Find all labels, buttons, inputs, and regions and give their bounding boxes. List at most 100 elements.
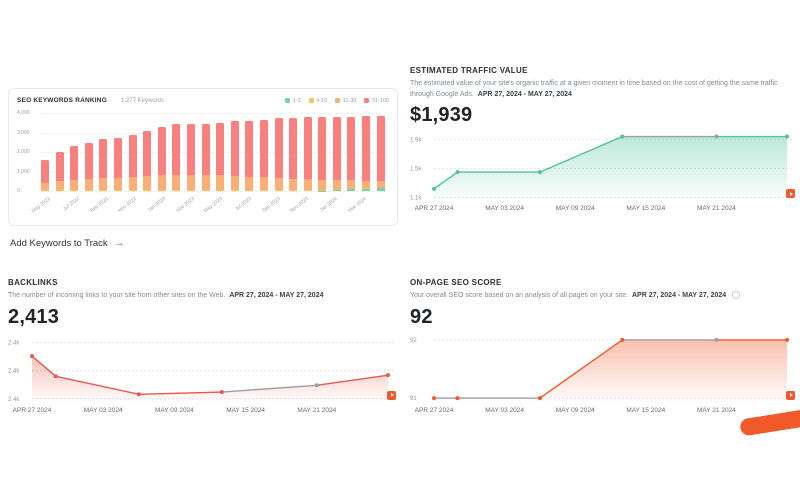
y-tick-label: 1.5k [410, 166, 422, 172]
bar-segment [245, 121, 254, 177]
series-segment [433, 171, 458, 190]
bar-segment [128, 135, 137, 178]
keywords-count: 1,277 Keywords [120, 97, 164, 104]
traffic-panel-title: ESTIMATED TRAFFIC VALUE [410, 66, 528, 75]
y-tick-label: 1.9k [410, 137, 422, 143]
bar-segment [347, 188, 356, 190]
seo-score-value: 92 [410, 305, 433, 328]
y-axis-label: 1,000 [17, 168, 30, 175]
bar [157, 126, 166, 191]
bar-segment [99, 190, 108, 191]
legend-label: 11-30 [342, 97, 357, 104]
x-tick-label: MAY 15 2024 [226, 407, 265, 414]
bar-segment [376, 187, 385, 189]
x-tick-label: APR 27 2024 [415, 205, 454, 212]
bar [99, 139, 108, 191]
bar-segment [157, 189, 166, 191]
play-icon[interactable] [387, 390, 396, 400]
keywords-ranking-chart: 4,000 3,000 2,000 1,000 0 May 2022 Jul 2022 Sep… [17, 110, 389, 215]
data-point [714, 337, 719, 342]
series-segment [221, 384, 317, 393]
bar [376, 116, 385, 191]
bar-segment [376, 188, 385, 191]
bar [318, 117, 327, 191]
bar [143, 130, 152, 191]
bar-segment [332, 117, 341, 181]
play-icon[interactable] [786, 189, 795, 198]
description-text: Your overall SEO score based on an analy… [410, 292, 629, 299]
bar-segment [55, 180, 64, 191]
bar-segment [230, 190, 239, 191]
x-axis-label: Sep 2022 [88, 196, 110, 214]
traffic-panel-description: The estimated value of your site's organ… [410, 79, 795, 100]
gridline [41, 171, 385, 173]
series-segment [316, 373, 389, 386]
seo-chart-wrap: 92 91 APR 27 2024 MAY 03 2024 MAY 09 2024 MAY… [410, 331, 795, 417]
bar-segment [172, 174, 181, 190]
backlinks-panel-title: BACKLINKS [8, 278, 58, 287]
bar-segment [143, 190, 152, 191]
series-segment [539, 338, 623, 399]
x-tick-label: MAY 03 2024 [84, 407, 123, 414]
bar [347, 116, 356, 191]
bar-segment [362, 116, 371, 181]
bar-segment [376, 116, 385, 181]
bar-segment [216, 175, 225, 190]
bar-segment [157, 175, 166, 190]
bar-segment [41, 190, 49, 191]
description-text: The number of incoming links to your sit… [8, 292, 226, 299]
x-axis-label: Jul 2023 [233, 196, 253, 213]
keywords-card-header: SEO KEYWORDS RANKING 1,277 Keywords 1-3 … [17, 97, 389, 104]
bar-segment [216, 190, 225, 191]
legend-label: 1-3 [292, 97, 301, 104]
backlinks-panel-description: The number of incoming links to your sit… [8, 291, 396, 302]
legend-swatch [308, 98, 314, 103]
play-triangle-icon [390, 393, 394, 397]
bar [55, 151, 64, 191]
add-keywords-link[interactable]: Add Keywords to Track → [10, 238, 125, 250]
legend-item-31-100[interactable]: 31-100 [364, 98, 389, 104]
traffic-chart-wrap: 1.9k 1.5k 1.1k APR 27 2024 MAY 03 2024 MAY 09… [410, 129, 795, 215]
legend-label: 4-10 [316, 97, 328, 104]
bar-segment [186, 189, 195, 191]
bar-segment [289, 178, 298, 191]
bar-segment [84, 143, 93, 180]
bar [41, 159, 49, 191]
bar-segment [259, 190, 268, 191]
bar-segment [303, 190, 312, 191]
traffic-chart: 1.9k 1.5k 1.1k APR 27 2024 MAY 03 2024 MAY 09… [410, 129, 795, 220]
bar-segment [303, 117, 312, 180]
bar-segment [318, 117, 327, 180]
info-icon[interactable] [732, 291, 741, 300]
bar [245, 121, 254, 191]
legend-label: 31-100 [371, 97, 389, 104]
bar-segment [274, 177, 283, 191]
legend-item-1-3[interactable]: 1-3 [285, 97, 301, 104]
bar-segment [172, 189, 181, 191]
bar-segment [216, 123, 225, 176]
data-point [537, 170, 542, 175]
x-axis-label: Jan 2023 [146, 196, 167, 214]
bar-segment [245, 190, 254, 191]
bar [259, 119, 268, 191]
series-segment [31, 355, 57, 377]
bar-segment [70, 146, 79, 181]
traffic-value: $1,939 [410, 104, 473, 126]
x-tick-label: MAY 15 2024 [626, 205, 665, 212]
bar [128, 135, 137, 191]
x-tick-label: MAY 09 2024 [556, 205, 595, 212]
x-axis-label: Nov 2022 [117, 196, 138, 214]
bar [274, 118, 283, 191]
data-point [53, 373, 58, 378]
play-icon[interactable] [786, 390, 795, 400]
x-axis-label: May 2022 [30, 196, 52, 215]
bar [332, 117, 341, 191]
bar-segment [303, 179, 312, 191]
data-point [455, 395, 460, 400]
legend-item-4-10[interactable]: 4-10 [308, 97, 328, 104]
legend-item-11-30[interactable]: 11-30 [335, 98, 356, 104]
play-triangle-icon [789, 393, 793, 397]
estimated_traffic_value-svg: 1.9k 1.5k 1.1k APR 27 2024 MAY 03 2024 MAY 09… [410, 134, 793, 212]
bar-segment [113, 190, 122, 191]
y-tick-label: 2.4k [8, 368, 20, 374]
